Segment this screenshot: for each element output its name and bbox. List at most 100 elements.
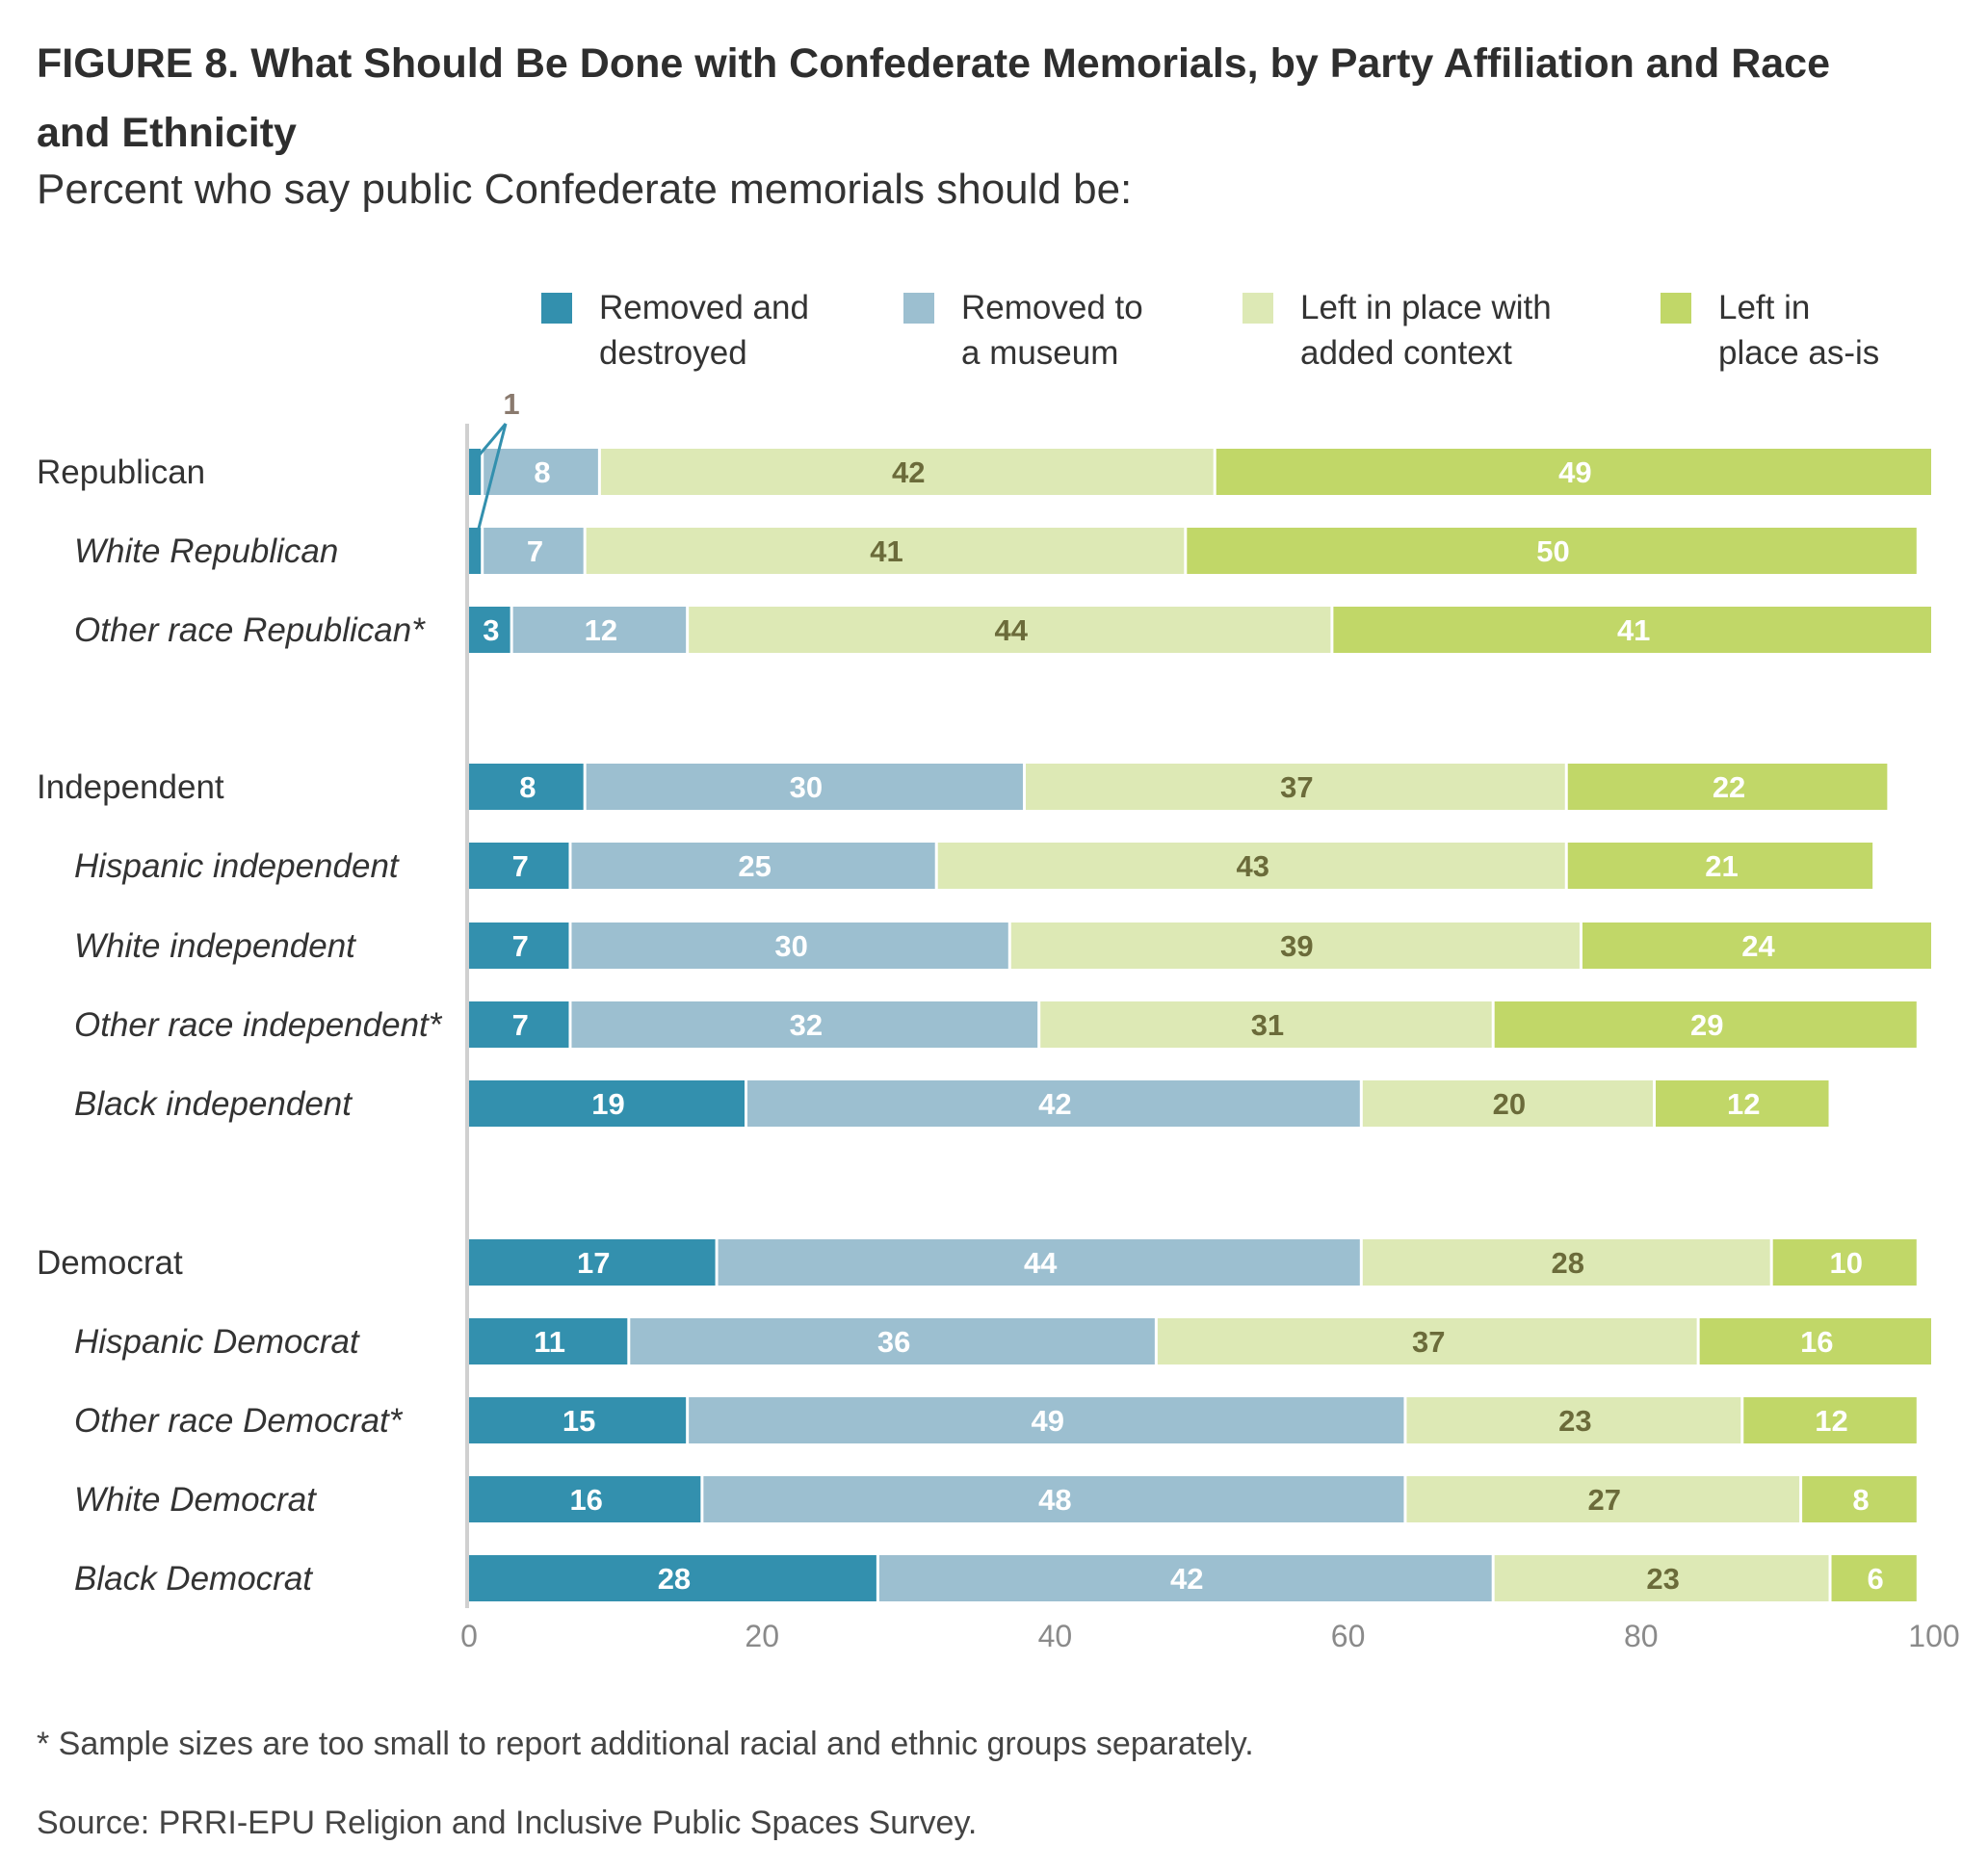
data-label: 30 — [774, 929, 807, 963]
data-label: 43 — [1236, 849, 1269, 883]
bar-segment — [469, 1476, 701, 1522]
data-label: 49 — [1558, 455, 1591, 489]
data-label: 44 — [995, 613, 1029, 647]
data-label: 16 — [1800, 1325, 1833, 1359]
legend-entry-left-as-is: Left in place as-is — [1718, 285, 1879, 376]
data-label: 16 — [569, 1483, 602, 1517]
bar-segment — [469, 1397, 687, 1443]
bar-segment — [1743, 1397, 1917, 1443]
bar-segment — [878, 1555, 1492, 1601]
data-label: 42 — [1038, 1087, 1071, 1121]
legend-entry-removed-destroyed: Removed and destroyed — [599, 285, 809, 376]
data-label: 8 — [519, 770, 536, 804]
legend-label-line1: Removed to — [961, 289, 1143, 326]
data-label: 15 — [562, 1404, 595, 1438]
data-label: 24 — [1741, 929, 1775, 963]
data-label: 10 — [1829, 1246, 1862, 1280]
data-label: 32 — [790, 1008, 823, 1042]
x-tick-label: 20 — [745, 1619, 779, 1653]
data-label: 50 — [1536, 534, 1569, 568]
data-label: 8 — [1852, 1483, 1869, 1517]
chart-subtitle: Percent who say public Confederate memor… — [37, 166, 1133, 213]
data-label: 31 — [1251, 1008, 1284, 1042]
bar-segment — [469, 764, 584, 810]
data-label: 12 — [585, 613, 617, 647]
legend-label-line1: Left in — [1718, 289, 1811, 326]
category-label: Independent — [37, 768, 224, 806]
category-label: Other race independent* — [74, 1006, 443, 1044]
x-tick-label: 0 — [460, 1619, 478, 1653]
callout-label: 1 — [503, 387, 519, 421]
x-tick-label: 40 — [1038, 1619, 1073, 1653]
x-tick-label: 60 — [1331, 1619, 1366, 1653]
legend-label-line2: added context — [1300, 334, 1512, 372]
bar-segment — [1582, 923, 1931, 969]
data-label: 48 — [1038, 1483, 1071, 1517]
data-label: 7 — [512, 1008, 529, 1042]
data-label: 12 — [1727, 1087, 1760, 1121]
data-label: 41 — [870, 534, 902, 568]
bar-segment — [1406, 1476, 1800, 1522]
bar-segment — [571, 923, 1008, 969]
category-label: White Republican — [74, 533, 338, 570]
x-tick-label: 100 — [1908, 1619, 1959, 1653]
data-label: 3 — [483, 613, 499, 647]
data-label: 42 — [1170, 1562, 1203, 1596]
data-label: 28 — [658, 1562, 691, 1596]
data-label: 19 — [591, 1087, 624, 1121]
category-label: Hispanic independent — [74, 847, 400, 885]
category-label: Black Democrat — [74, 1560, 313, 1598]
legend-entry-left-context: Left in place with added context — [1300, 285, 1552, 376]
data-label: 42 — [892, 455, 925, 489]
bar-segment — [1567, 764, 1888, 810]
data-label: 21 — [1705, 849, 1738, 883]
data-label: 29 — [1690, 1008, 1723, 1042]
data-label: 20 — [1493, 1087, 1526, 1121]
category-label: Hispanic Democrat — [74, 1323, 360, 1361]
bar-segment — [1010, 923, 1580, 969]
data-label: 8 — [534, 455, 550, 489]
bar-segment — [469, 528, 482, 574]
bar-segment — [746, 1080, 1360, 1127]
bar-segment — [600, 449, 1214, 495]
bar-segment — [630, 1318, 1155, 1364]
legend-label-line2: a museum — [961, 334, 1119, 372]
legend-swatch-removed-museum — [903, 293, 934, 324]
data-label: 7 — [512, 849, 529, 883]
bar-segment — [469, 449, 482, 495]
category-label: Black independent — [74, 1085, 353, 1123]
bar-segment — [718, 1239, 1360, 1286]
bar-segment — [512, 607, 687, 653]
legend-entry-removed-museum: Removed to a museum — [961, 285, 1143, 376]
data-label: 7 — [527, 534, 543, 568]
bar-segment — [1831, 1555, 1917, 1601]
bar-segment — [469, 1555, 876, 1601]
data-label: 25 — [738, 849, 771, 883]
bar-segment — [586, 528, 1185, 574]
bar-segment — [1494, 1555, 1829, 1601]
bar-segment — [1187, 528, 1917, 574]
legend-swatch-left-as-is — [1661, 293, 1691, 324]
bar-segment — [586, 764, 1023, 810]
category-label: Republican — [37, 454, 205, 491]
bar-segment — [571, 843, 935, 889]
bar-segment — [1772, 1239, 1917, 1286]
bar-segment — [469, 1001, 569, 1048]
data-label: 22 — [1713, 770, 1745, 804]
data-label: 23 — [1558, 1404, 1591, 1438]
data-label: 37 — [1280, 770, 1313, 804]
data-label: 30 — [790, 770, 823, 804]
bar-segment — [1040, 1001, 1492, 1048]
legend-label-line1: Left in place with — [1300, 289, 1552, 326]
bar-segment — [1656, 1080, 1829, 1127]
footnote: * Sample sizes are too small to report a… — [37, 1726, 1254, 1762]
bar-segment — [469, 923, 569, 969]
data-label: 6 — [1868, 1562, 1884, 1596]
chart-title: FIGURE 8. What Should Be Done with Confe… — [37, 40, 1830, 156]
bar-segment — [689, 1397, 1404, 1443]
bar-segment — [1567, 843, 1873, 889]
bar-segment — [469, 843, 569, 889]
data-label: 27 — [1588, 1483, 1621, 1517]
data-label: 17 — [577, 1246, 610, 1280]
